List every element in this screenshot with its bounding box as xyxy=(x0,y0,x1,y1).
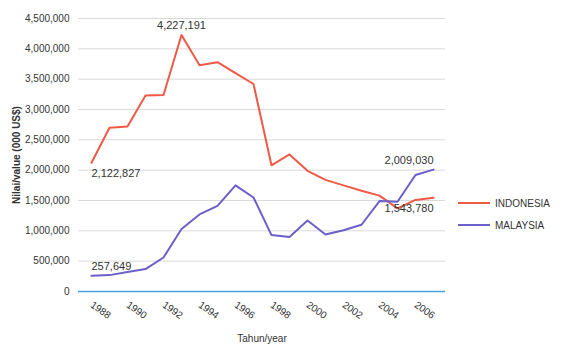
svg-text:4,227,191: 4,227,191 xyxy=(157,19,206,31)
svg-text:4,500,000: 4,500,000 xyxy=(25,13,70,24)
svg-text:2000: 2000 xyxy=(305,299,330,321)
svg-text:2,500,000: 2,500,000 xyxy=(25,134,70,145)
svg-text:0: 0 xyxy=(64,286,70,297)
svg-text:2,009,030: 2,009,030 xyxy=(385,154,434,166)
svg-text:1988: 1988 xyxy=(89,299,114,321)
svg-text:2006: 2006 xyxy=(413,299,438,321)
svg-text:1,543,780: 1,543,780 xyxy=(385,202,434,214)
svg-text:3,000,000: 3,000,000 xyxy=(25,104,70,115)
svg-text:1998: 1998 xyxy=(269,299,294,321)
svg-text:1,000,000: 1,000,000 xyxy=(25,225,70,236)
svg-text:2,122,827: 2,122,827 xyxy=(92,167,141,179)
svg-text:1992: 1992 xyxy=(161,299,186,321)
html-text:INDONESIA: INDONESIA xyxy=(495,197,550,209)
svg-text:4,000,000: 4,000,000 xyxy=(25,43,70,54)
svg-text:1994: 1994 xyxy=(197,299,222,321)
html-text:MALAYSIA: MALAYSIA xyxy=(495,219,545,231)
svg-text:3,500,000: 3,500,000 xyxy=(25,73,70,84)
svg-text:1,500,000: 1,500,000 xyxy=(25,195,70,206)
svg-text:1996: 1996 xyxy=(233,299,258,321)
svg-text:257,649: 257,649 xyxy=(92,260,132,272)
svg-text:2004: 2004 xyxy=(377,299,402,321)
svg-text:1990: 1990 xyxy=(125,299,150,321)
svg-text:Tahun/year: Tahun/year xyxy=(237,333,287,344)
svg-text:2,000,000: 2,000,000 xyxy=(25,164,70,175)
svg-text:2002: 2002 xyxy=(341,299,366,321)
svg-text:Nilai/value (000 US$): Nilai/value (000 US$) xyxy=(11,106,22,204)
svg-text:500,000: 500,000 xyxy=(33,255,70,266)
